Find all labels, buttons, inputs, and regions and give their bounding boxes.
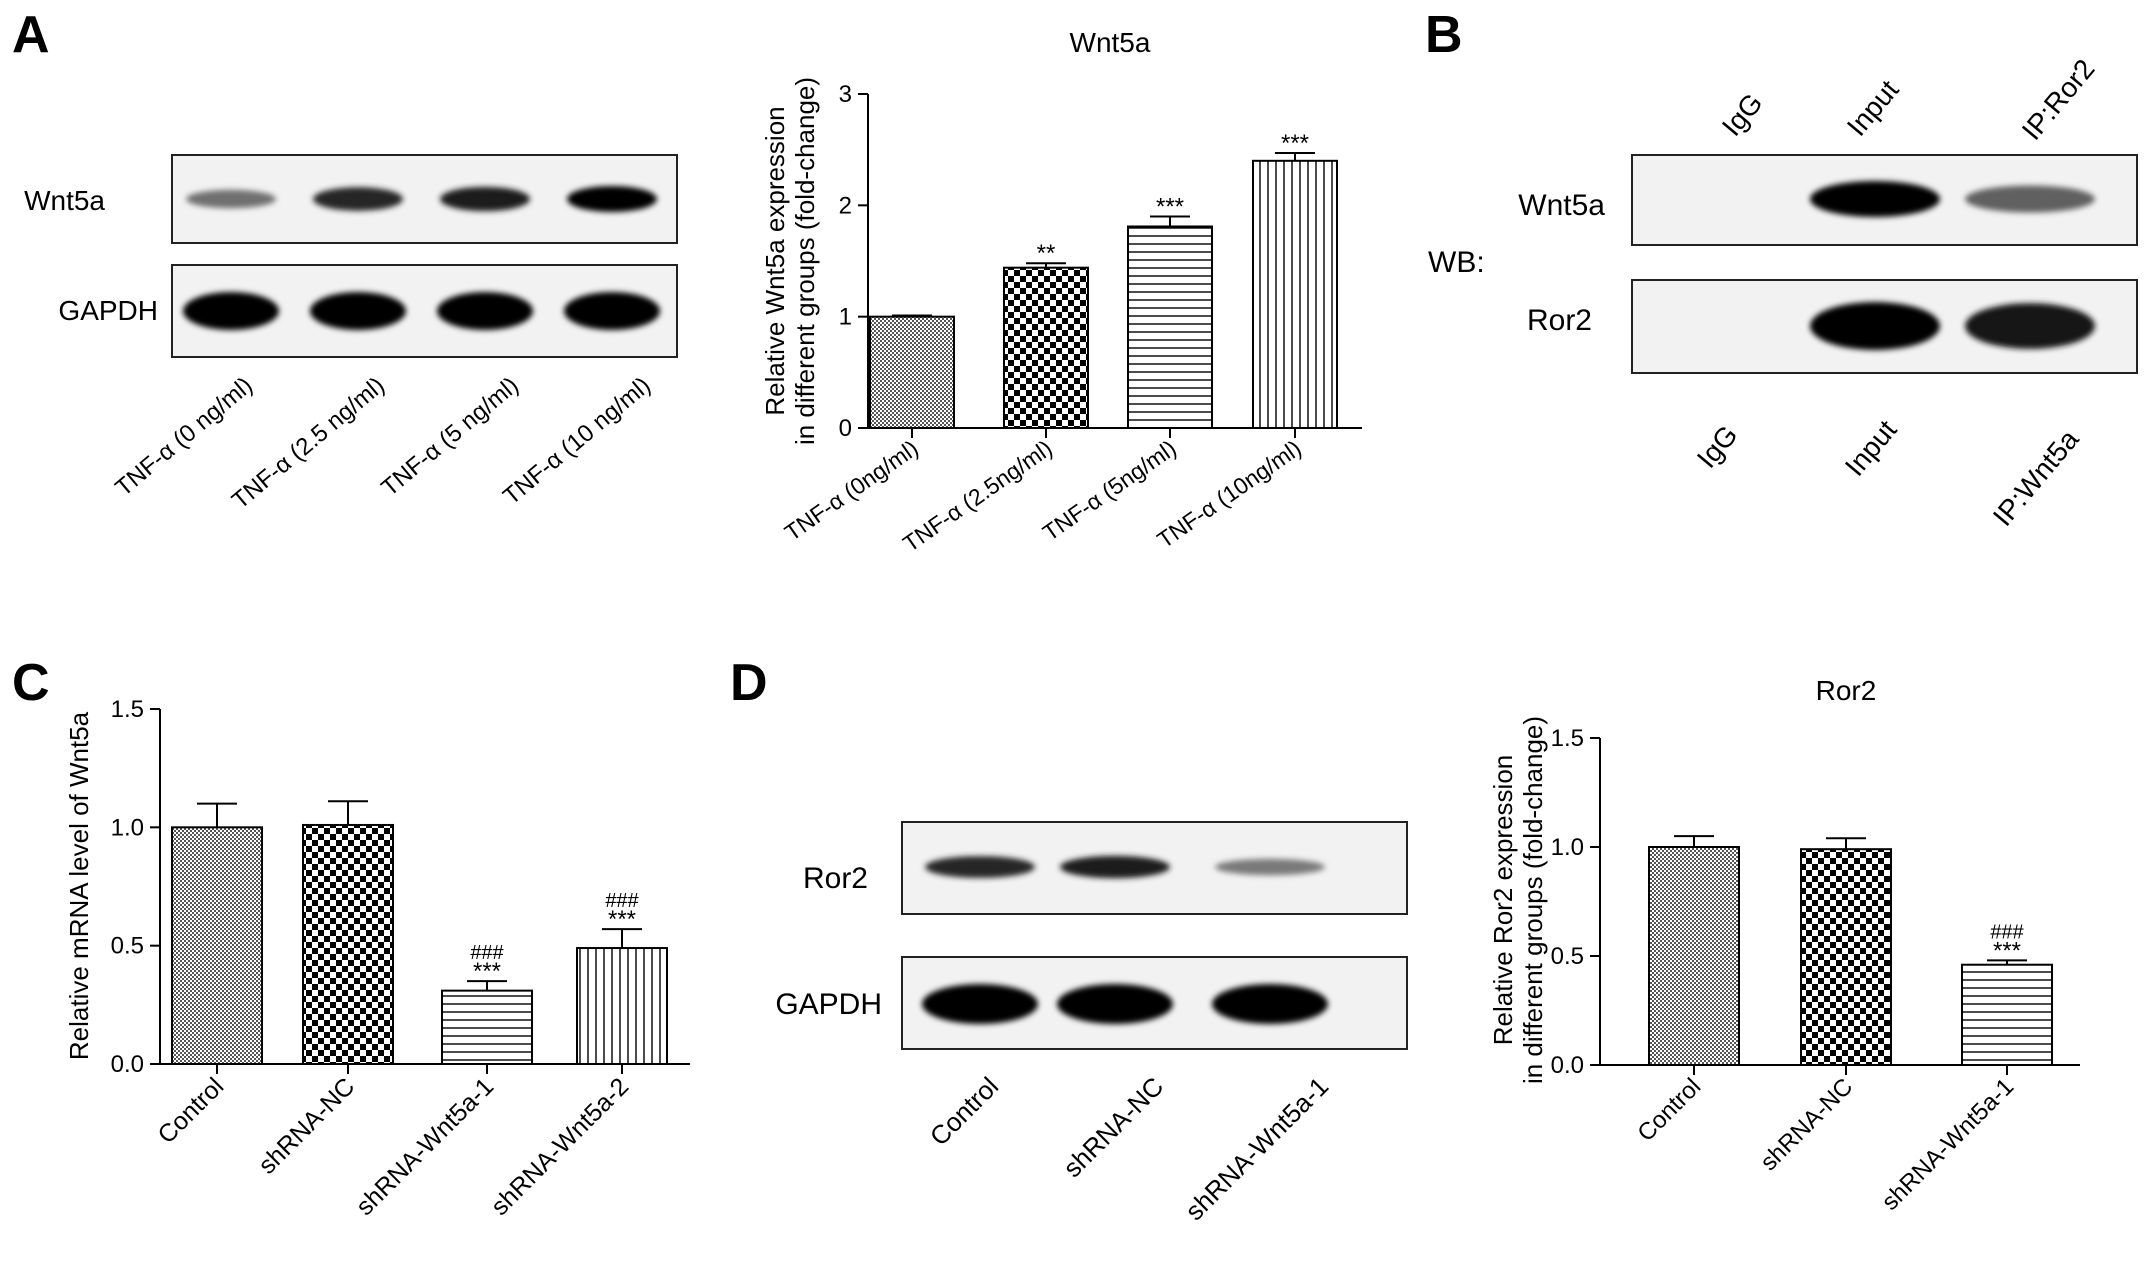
blot-b-ror2-band (1810, 302, 1940, 350)
y-tick-label: 0.5 (1551, 943, 1584, 970)
y-tick-label: 0.5 (111, 933, 144, 960)
blot-a-gapdh-band (437, 292, 533, 330)
blot-a-wnt5a-band (440, 186, 530, 212)
x-tick-label: shRNA-Wnt5a-1 (351, 1072, 499, 1220)
blot-a-wnt5a-band (313, 187, 403, 211)
significance-label: *** (473, 958, 501, 985)
chart-d: Ror2 Relative Ror2 expression in different… (1488, 675, 2080, 1216)
bar (1800, 848, 1892, 1066)
significance-label: ### (605, 890, 639, 912)
blot-b-bottom-lane-label: IgG (1691, 419, 1744, 474)
bar (1252, 159, 1338, 430)
y-tick-label: 0 (839, 415, 852, 442)
blot-a: Wnt5a GAPDH TNF-α (0 ng/ml) TNF-α (2.5 n… (24, 154, 678, 515)
blot-d-ror2-label: Ror2 (803, 862, 868, 895)
blot-b-wnt5a-band (1810, 181, 1940, 217)
significance-label: ** (1037, 240, 1056, 267)
y-axis-label: in different groups (fold-change) (1518, 716, 1548, 1084)
x-tick-label: Control (152, 1072, 229, 1149)
panel-label-a: A (12, 6, 50, 64)
significance-label: *** (1993, 937, 2021, 964)
blot-d-gapdh-label: GAPDH (775, 988, 882, 1021)
blot-d-ror2-band (1060, 855, 1170, 879)
blot-d-gapdh-band (1212, 984, 1328, 1024)
chart-c: Relative mRNA level of Wnt5a 0.0 0.5 1.0 1.5… (64, 696, 690, 1221)
blot-b-wnt5a-band (1965, 185, 2095, 213)
blot-b-ror2-band (1965, 303, 2095, 349)
y-axis-label: Relative mRNA level of Wnt5a (64, 711, 94, 1060)
y-axis-label: in different groups (fold-change) (790, 77, 820, 445)
blot-b-top-lane-label: IgG (1716, 87, 1769, 142)
bar (1961, 963, 2053, 1066)
bar (1003, 266, 1089, 429)
blot-b-ror2-label: Ror2 (1527, 304, 1592, 337)
blot-d-lane-label: Control (924, 1071, 1004, 1151)
significance-label: *** (608, 906, 636, 933)
bar (576, 947, 668, 1065)
significance-label: *** (1156, 193, 1184, 220)
significance-label: *** (1281, 130, 1309, 157)
y-tick-label: 1.5 (111, 696, 144, 723)
bar (1127, 225, 1213, 429)
chart-title: Ror2 (1816, 675, 1877, 706)
blot-a-gapdh-band (564, 292, 660, 330)
significance-label: ### (1990, 921, 2024, 943)
y-tick-label: 0.0 (1551, 1052, 1584, 1079)
blot-d-ror2-band (925, 856, 1035, 878)
blot-a-wnt5a-band (567, 186, 657, 212)
chart-title: Wnt5a (1070, 27, 1151, 58)
blot-b: IgG Input IP:Ror2 Wnt5a WB: Ror2 IgG Inp… (1428, 53, 2138, 532)
chart-a: Wnt5a Relative Wnt5a expression in differe… (760, 27, 1362, 557)
blot-a-gapdh-label: GAPDH (58, 295, 158, 326)
y-axis-label: Relative Wnt5a expression (760, 106, 790, 415)
y-tick-label: 1 (839, 304, 852, 331)
bar (869, 315, 955, 429)
blot-a-lane-label: TNF-α (5 ng/ml) (376, 372, 523, 502)
blot-a-wnt5a-label: Wnt5a (24, 185, 105, 216)
blot-d-gapdh-band (1057, 984, 1173, 1024)
x-tick-label: shRNA-Wnt5a-1 (1877, 1073, 2020, 1216)
y-tick-label: 1.5 (1551, 725, 1584, 752)
y-axis-label: Relative Ror2 expression (1488, 755, 1518, 1045)
blot-d-lane-label: shRNA-NC (1057, 1071, 1169, 1183)
panel-label-c: C (12, 654, 50, 712)
x-tick-label: TNF-α (0ng/ml) (780, 435, 923, 546)
y-tick-label: 3 (839, 81, 852, 108)
blot-a-gapdh-band (310, 292, 406, 330)
blot-b-top-lane-label: IP:Ror2 (2016, 53, 2101, 146)
x-tick-label: shRNA-NC (1755, 1073, 1858, 1176)
x-tick-label: shRNA-NC (253, 1072, 360, 1179)
y-tick-label: 1.0 (1551, 834, 1584, 861)
blot-d-lane-label: shRNA-Wnt5a-1 (1179, 1071, 1334, 1226)
blot-d-gapdh-band (922, 984, 1038, 1024)
blot-a-gapdh-band (183, 292, 279, 330)
blot-b-wb-label: WB: (1428, 246, 1485, 279)
blot-b-top-lane-label: Input (1841, 74, 1905, 142)
blot-a-lane-label: TNF-α (0 ng/ml) (110, 372, 257, 502)
blot-a-wnt5a-band (186, 189, 276, 209)
x-tick-label: shRNA-Wnt5a-2 (486, 1072, 634, 1220)
blot-b-bottom-lane-label: IP:Wnt5a (1987, 423, 2085, 531)
y-tick-label: 0.0 (111, 1051, 144, 1078)
bar (302, 823, 394, 1066)
y-tick-label: 1.0 (111, 814, 144, 841)
bar (171, 826, 263, 1065)
panel-label-b: B (1425, 6, 1463, 64)
blot-b-bottom-lane-label: Input (1839, 414, 1903, 482)
blot-b-wnt5a-label: Wnt5a (1518, 189, 1605, 222)
panel-label-d: D (730, 654, 768, 712)
bar (1648, 846, 1740, 1066)
blot-d-ror2-band (1215, 858, 1325, 876)
x-tick-label: Control (1632, 1073, 1706, 1147)
significance-label: ### (470, 942, 504, 964)
x-tick-label: TNF-α (2.5ng/ml) (898, 435, 1057, 557)
bar (441, 989, 533, 1066)
y-tick-label: 2 (839, 192, 852, 219)
blot-d: Ror2 GAPDH Control shRNA-NC shRNA-Wnt5a-… (775, 821, 1408, 1226)
